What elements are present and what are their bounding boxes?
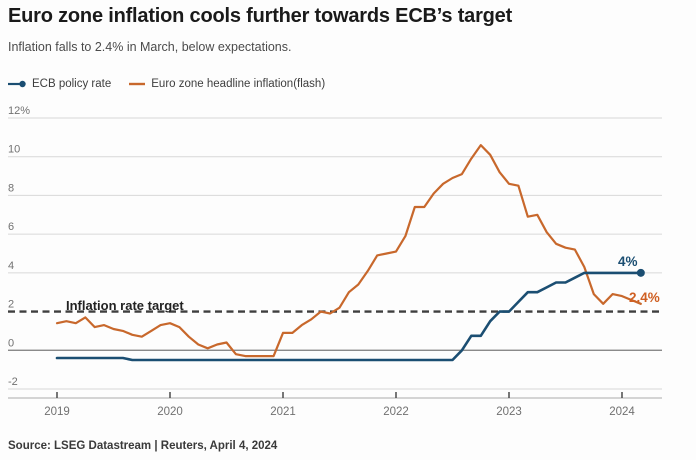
page-title: Euro zone inflation cools further toward… xyxy=(8,5,513,27)
chart-subtitle: Inflation falls to 2.4% in March, below … xyxy=(8,40,292,54)
x-axis-tick-label: 2023 xyxy=(496,406,522,418)
inflation-line-icon xyxy=(129,82,146,86)
chart-legend: ECB policy rate Euro zone headline infla… xyxy=(8,78,325,90)
source-attribution: Source: LSEG Datastream | Reuters, April… xyxy=(8,440,278,452)
x-axis-tick-label: 2019 xyxy=(44,406,70,418)
legend-label-policy-rate: ECB policy rate xyxy=(32,78,112,90)
legend-label-inflation: Euro zone headline inflation(flash) xyxy=(151,78,326,90)
y-axis-tick-label: -2 xyxy=(8,376,18,388)
legend-item-inflation: Euro zone headline inflation(flash) xyxy=(129,78,325,90)
inflation-target-annotation: Inflation rate target xyxy=(66,298,184,313)
y-axis-tick-label: 4 xyxy=(8,260,14,272)
series-line-euro-zone-headline-inflation-flash- xyxy=(55,144,642,358)
y-axis-tick-label: 8 xyxy=(8,182,14,194)
x-axis-tick-label: 2020 xyxy=(157,406,183,418)
y-axis-tick-label: 6 xyxy=(8,221,14,233)
policy-rate-end-value-label: 4% xyxy=(618,254,638,269)
legend-item-policy-rate: ECB policy rate xyxy=(8,78,111,90)
inflation-end-value-label: 2.4% xyxy=(629,290,660,305)
y-axis-tick-label: 12% xyxy=(8,105,30,117)
series-end-dot xyxy=(636,268,645,277)
policy-rate-line-dot-icon xyxy=(8,80,26,88)
y-axis-tick-label: 2 xyxy=(8,299,14,311)
y-axis-tick-label: 0 xyxy=(8,337,14,349)
series-line-ecb-policy-rate xyxy=(55,271,643,362)
y-axis-tick-label: 10 xyxy=(8,144,20,156)
x-axis-tick-label: 2021 xyxy=(270,406,296,418)
x-axis-tick-label: 2024 xyxy=(609,406,635,418)
x-axis-tick-label: 2022 xyxy=(383,406,409,418)
